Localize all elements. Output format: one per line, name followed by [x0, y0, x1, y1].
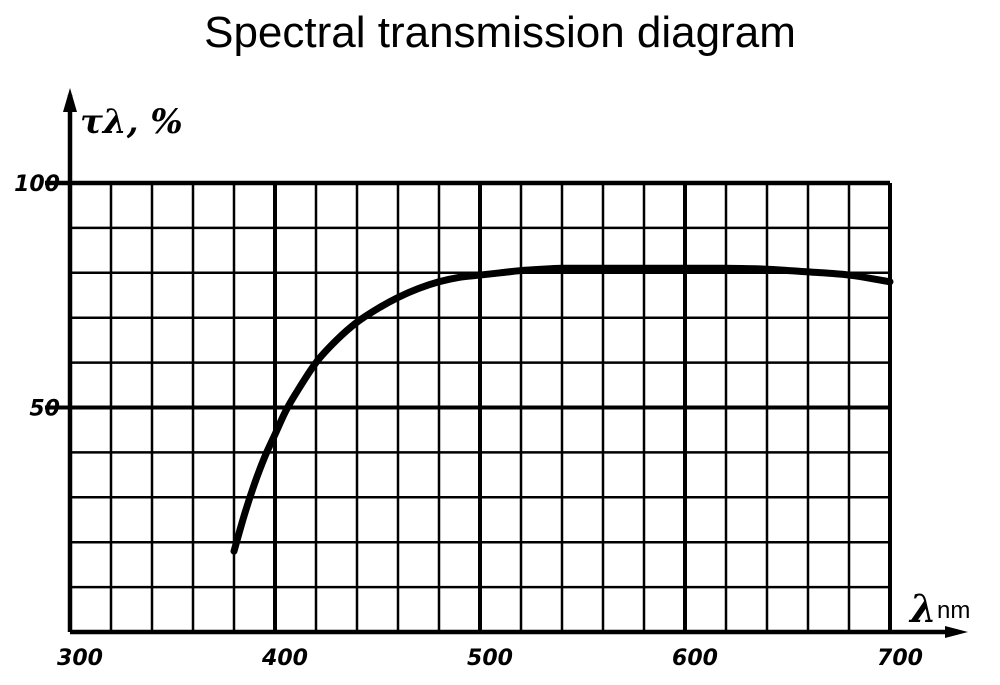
- x-axis-arrow: [945, 626, 968, 638]
- y-axis-arrow: [63, 88, 77, 112]
- x-tick-label: 500: [467, 646, 513, 671]
- x-tick-label: 400: [261, 646, 308, 671]
- y-tick-label: 50: [29, 397, 60, 422]
- x-tick-label: 700: [877, 646, 923, 671]
- y-axis-label-text: τλ, %: [80, 102, 183, 142]
- x-tick-label: 600: [672, 646, 718, 671]
- x-axis-label-unit: nm: [937, 597, 970, 624]
- y-axis-label: τλ, %: [80, 102, 183, 142]
- chart-tick-labels: 300 400 500 600 700 50 100: [14, 172, 923, 671]
- chart-axes: [45, 88, 968, 638]
- chart-grid: [70, 183, 890, 632]
- x-axis-label-symbol: λ: [908, 586, 937, 631]
- chart-title: Spectral transmission diagram: [204, 8, 796, 57]
- transmission-curve: [230, 264, 894, 555]
- x-tick-label: 300: [57, 646, 103, 671]
- y-tick-label: 100: [14, 172, 60, 197]
- x-axis-label: λ nm: [908, 586, 970, 631]
